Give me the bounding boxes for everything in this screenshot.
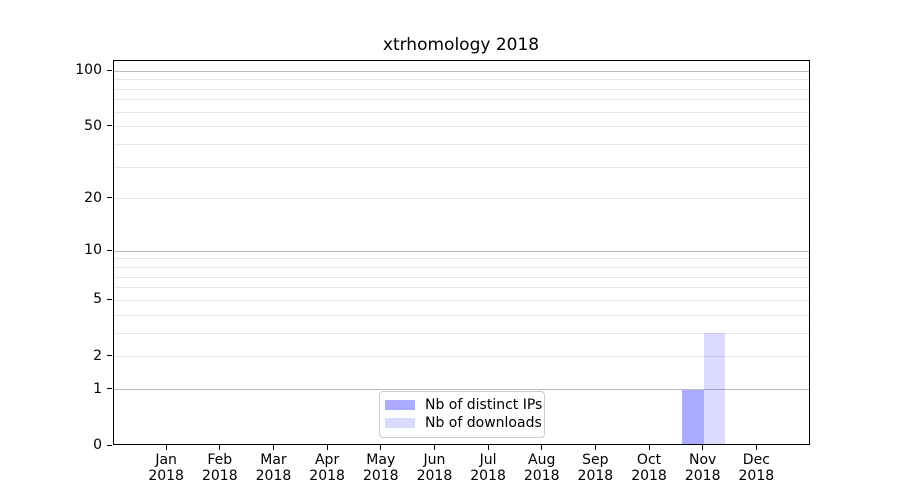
x-tick-mark	[219, 445, 221, 450]
x-tick-mark	[272, 445, 274, 450]
x-tick-year: 2018	[684, 468, 721, 484]
gridline-minor	[113, 258, 809, 260]
y-tick-label: 100	[75, 62, 102, 79]
y-tick-label: 50	[84, 117, 102, 134]
y-tick-mark	[107, 355, 112, 357]
x-tick-mark	[487, 445, 489, 450]
x-tick-label: Jun 2018	[402, 452, 466, 484]
gridline-minor	[113, 287, 809, 289]
legend-item: Nb of downloads	[385, 414, 542, 432]
gridline-major	[113, 389, 809, 391]
x-tick-label: Dec 2018	[724, 452, 788, 484]
gridline-minor	[113, 143, 809, 145]
x-tick-mark	[755, 445, 757, 450]
x-tick-year: 2018	[577, 468, 614, 484]
gridline-minor	[113, 356, 809, 358]
x-tick-month: Jun	[423, 452, 446, 468]
x-tick-month: Sep	[582, 452, 609, 468]
plot-area	[112, 60, 810, 445]
x-tick-mark	[648, 445, 650, 450]
bar-nb-of-downloads	[703, 333, 726, 444]
x-tick-label: Nov 2018	[671, 452, 735, 484]
y-tick-mark	[107, 444, 112, 446]
legend-label: Nb of downloads	[425, 415, 542, 431]
y-tick-mark	[107, 197, 112, 199]
x-tick-label: Feb 2018	[188, 452, 252, 484]
x-tick-month: Oct	[636, 452, 662, 468]
x-tick-year: 2018	[631, 468, 667, 484]
gridline-minor	[113, 88, 809, 90]
bar-nb-of-distinct-ips	[682, 389, 704, 444]
gridline-minor	[113, 299, 809, 301]
x-tick-label: Jul 2018	[456, 452, 520, 484]
x-tick-month: Feb	[207, 452, 233, 468]
x-tick-label: Mar 2018	[241, 452, 305, 484]
y-tick-mark	[107, 388, 112, 390]
x-tick-mark	[380, 445, 382, 450]
x-tick-label: Aug 2018	[510, 452, 574, 484]
x-tick-year: 2018	[738, 468, 775, 484]
grid-layer	[113, 61, 809, 444]
gridline-minor	[113, 276, 809, 278]
x-tick-month: Dec	[742, 452, 770, 468]
gridline-minor	[113, 99, 809, 101]
y-tick-mark	[107, 249, 112, 251]
x-tick-mark	[433, 445, 435, 450]
gridline-minor	[113, 126, 809, 128]
x-tick-mark	[702, 445, 704, 450]
x-tick-month: May	[366, 452, 396, 468]
x-tick-year: 2018	[309, 468, 345, 484]
x-tick-mark	[326, 445, 328, 450]
y-tick-label: 0	[93, 437, 102, 453]
x-tick-month: Nov	[689, 452, 717, 468]
legend-swatch	[385, 418, 415, 428]
x-tick-year: 2018	[362, 468, 399, 484]
x-tick-year: 2018	[416, 468, 453, 484]
x-tick-month: Mar	[260, 452, 287, 468]
x-tick-month: Apr	[314, 452, 340, 468]
y-tick-label: 5	[93, 291, 102, 308]
gridline-major	[113, 250, 809, 252]
x-tick-label: Oct 2018	[617, 452, 681, 484]
y-tick-label: 2	[93, 347, 102, 364]
x-tick-year: 2018	[523, 468, 560, 484]
gridline-minor	[113, 332, 809, 334]
legend-swatch	[385, 400, 415, 410]
legend-label: Nb of distinct IPs	[425, 397, 543, 413]
y-tick-mark	[107, 298, 112, 300]
chart-title: xtrhomology 2018	[382, 35, 540, 55]
x-tick-mark	[165, 445, 167, 450]
x-tick-year: 2018	[470, 468, 506, 484]
x-tick-label: Apr 2018	[295, 452, 359, 484]
gridline-minor	[113, 314, 809, 316]
bars-layer	[114, 61, 810, 444]
gridline-minor	[113, 79, 809, 81]
gridline-major	[113, 70, 809, 72]
x-tick-year: 2018	[201, 468, 238, 484]
x-tick-label: Sep 2018	[563, 452, 627, 484]
y-tick-mark	[107, 125, 112, 127]
x-tick-year: 2018	[148, 468, 184, 484]
y-tick-label: 10	[84, 242, 102, 259]
y-tick-label: 20	[84, 189, 102, 206]
y-tick-mark	[107, 69, 112, 71]
gridline-minor	[113, 267, 809, 269]
gridline-minor	[113, 111, 809, 113]
legend: Nb of distinct IPs Nb of downloads	[379, 391, 545, 438]
gridline-minor	[113, 198, 809, 200]
x-tick-label: May 2018	[349, 452, 413, 484]
x-tick-mark	[594, 445, 596, 450]
gridline-minor	[113, 166, 809, 168]
legend-item: Nb of distinct IPs	[385, 396, 542, 414]
x-tick-month: Aug	[528, 452, 556, 468]
x-tick-month: Jan	[155, 452, 177, 468]
x-tick-label: Jan 2018	[134, 452, 198, 484]
x-tick-mark	[541, 445, 543, 450]
x-tick-year: 2018	[255, 468, 292, 484]
y-tick-label: 1	[93, 380, 102, 397]
x-tick-month: Jul	[479, 452, 497, 468]
